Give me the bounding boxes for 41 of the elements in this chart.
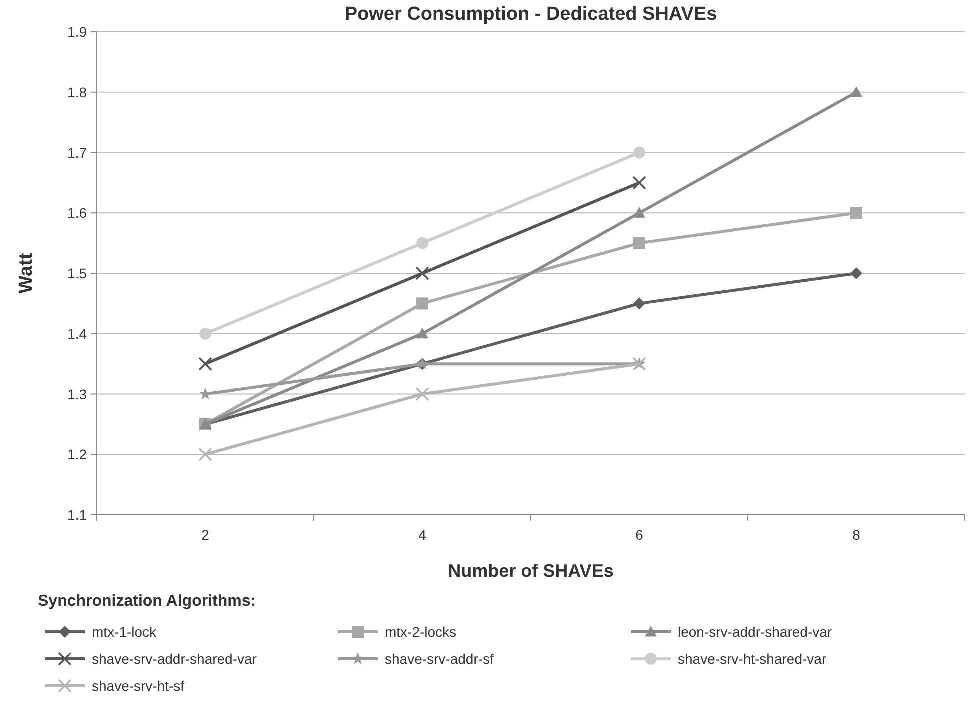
- point: [850, 268, 862, 280]
- y-tick-label: 1.4: [68, 326, 88, 342]
- point: [634, 237, 646, 250]
- legend-label: shave-srv-ht-shared-var: [678, 651, 827, 667]
- x-tick-label: 2: [202, 527, 210, 543]
- point: [199, 388, 212, 400]
- legend-label: shave-srv-addr-shared-var: [92, 651, 258, 667]
- legend-label: leon-srv-addr-shared-var: [678, 624, 832, 640]
- point: [416, 387, 430, 402]
- y-tick-label: 1.5: [68, 266, 88, 282]
- chart-title: Power Consumption - Dedicated SHAVEs: [344, 4, 718, 25]
- point: [198, 448, 212, 462]
- y-tick-label: 1.2: [68, 446, 88, 463]
- y-tick-label: 1.1: [68, 507, 88, 523]
- x-tick-label: 4: [418, 527, 427, 543]
- point: [634, 146, 646, 159]
- point: [416, 328, 428, 339]
- x-tick-label: 6: [636, 527, 644, 543]
- point: [416, 237, 428, 250]
- y-tick-label: 1.6: [68, 205, 88, 222]
- legend-label: mtx-2-locks: [385, 624, 457, 640]
- legend-label: mtx-1-lock: [92, 624, 158, 640]
- point: [634, 298, 646, 310]
- legend-label: shave-srv-addr-sf: [385, 651, 494, 667]
- x-tick-label: 8: [852, 527, 861, 543]
- point: [416, 266, 430, 280]
- legend-title: Synchronization Algorithms:: [38, 593, 256, 610]
- y-axis-title: Watt: [16, 252, 37, 294]
- y-tick-label: 1.3: [68, 386, 88, 402]
- point: [632, 176, 646, 190]
- x-axis-title: Number of SHAVEs: [448, 561, 614, 581]
- point: [200, 328, 212, 340]
- point: [198, 357, 212, 371]
- point: [416, 298, 428, 310]
- legend-label: shave-srv-ht-sf: [92, 678, 185, 694]
- y-tick-label: 1.9: [68, 24, 88, 40]
- point: [850, 86, 862, 98]
- y-tick-label: 1.8: [68, 84, 88, 100]
- point: [634, 207, 646, 218]
- y-tick-label: 1.7: [68, 144, 88, 161]
- point: [850, 207, 862, 220]
